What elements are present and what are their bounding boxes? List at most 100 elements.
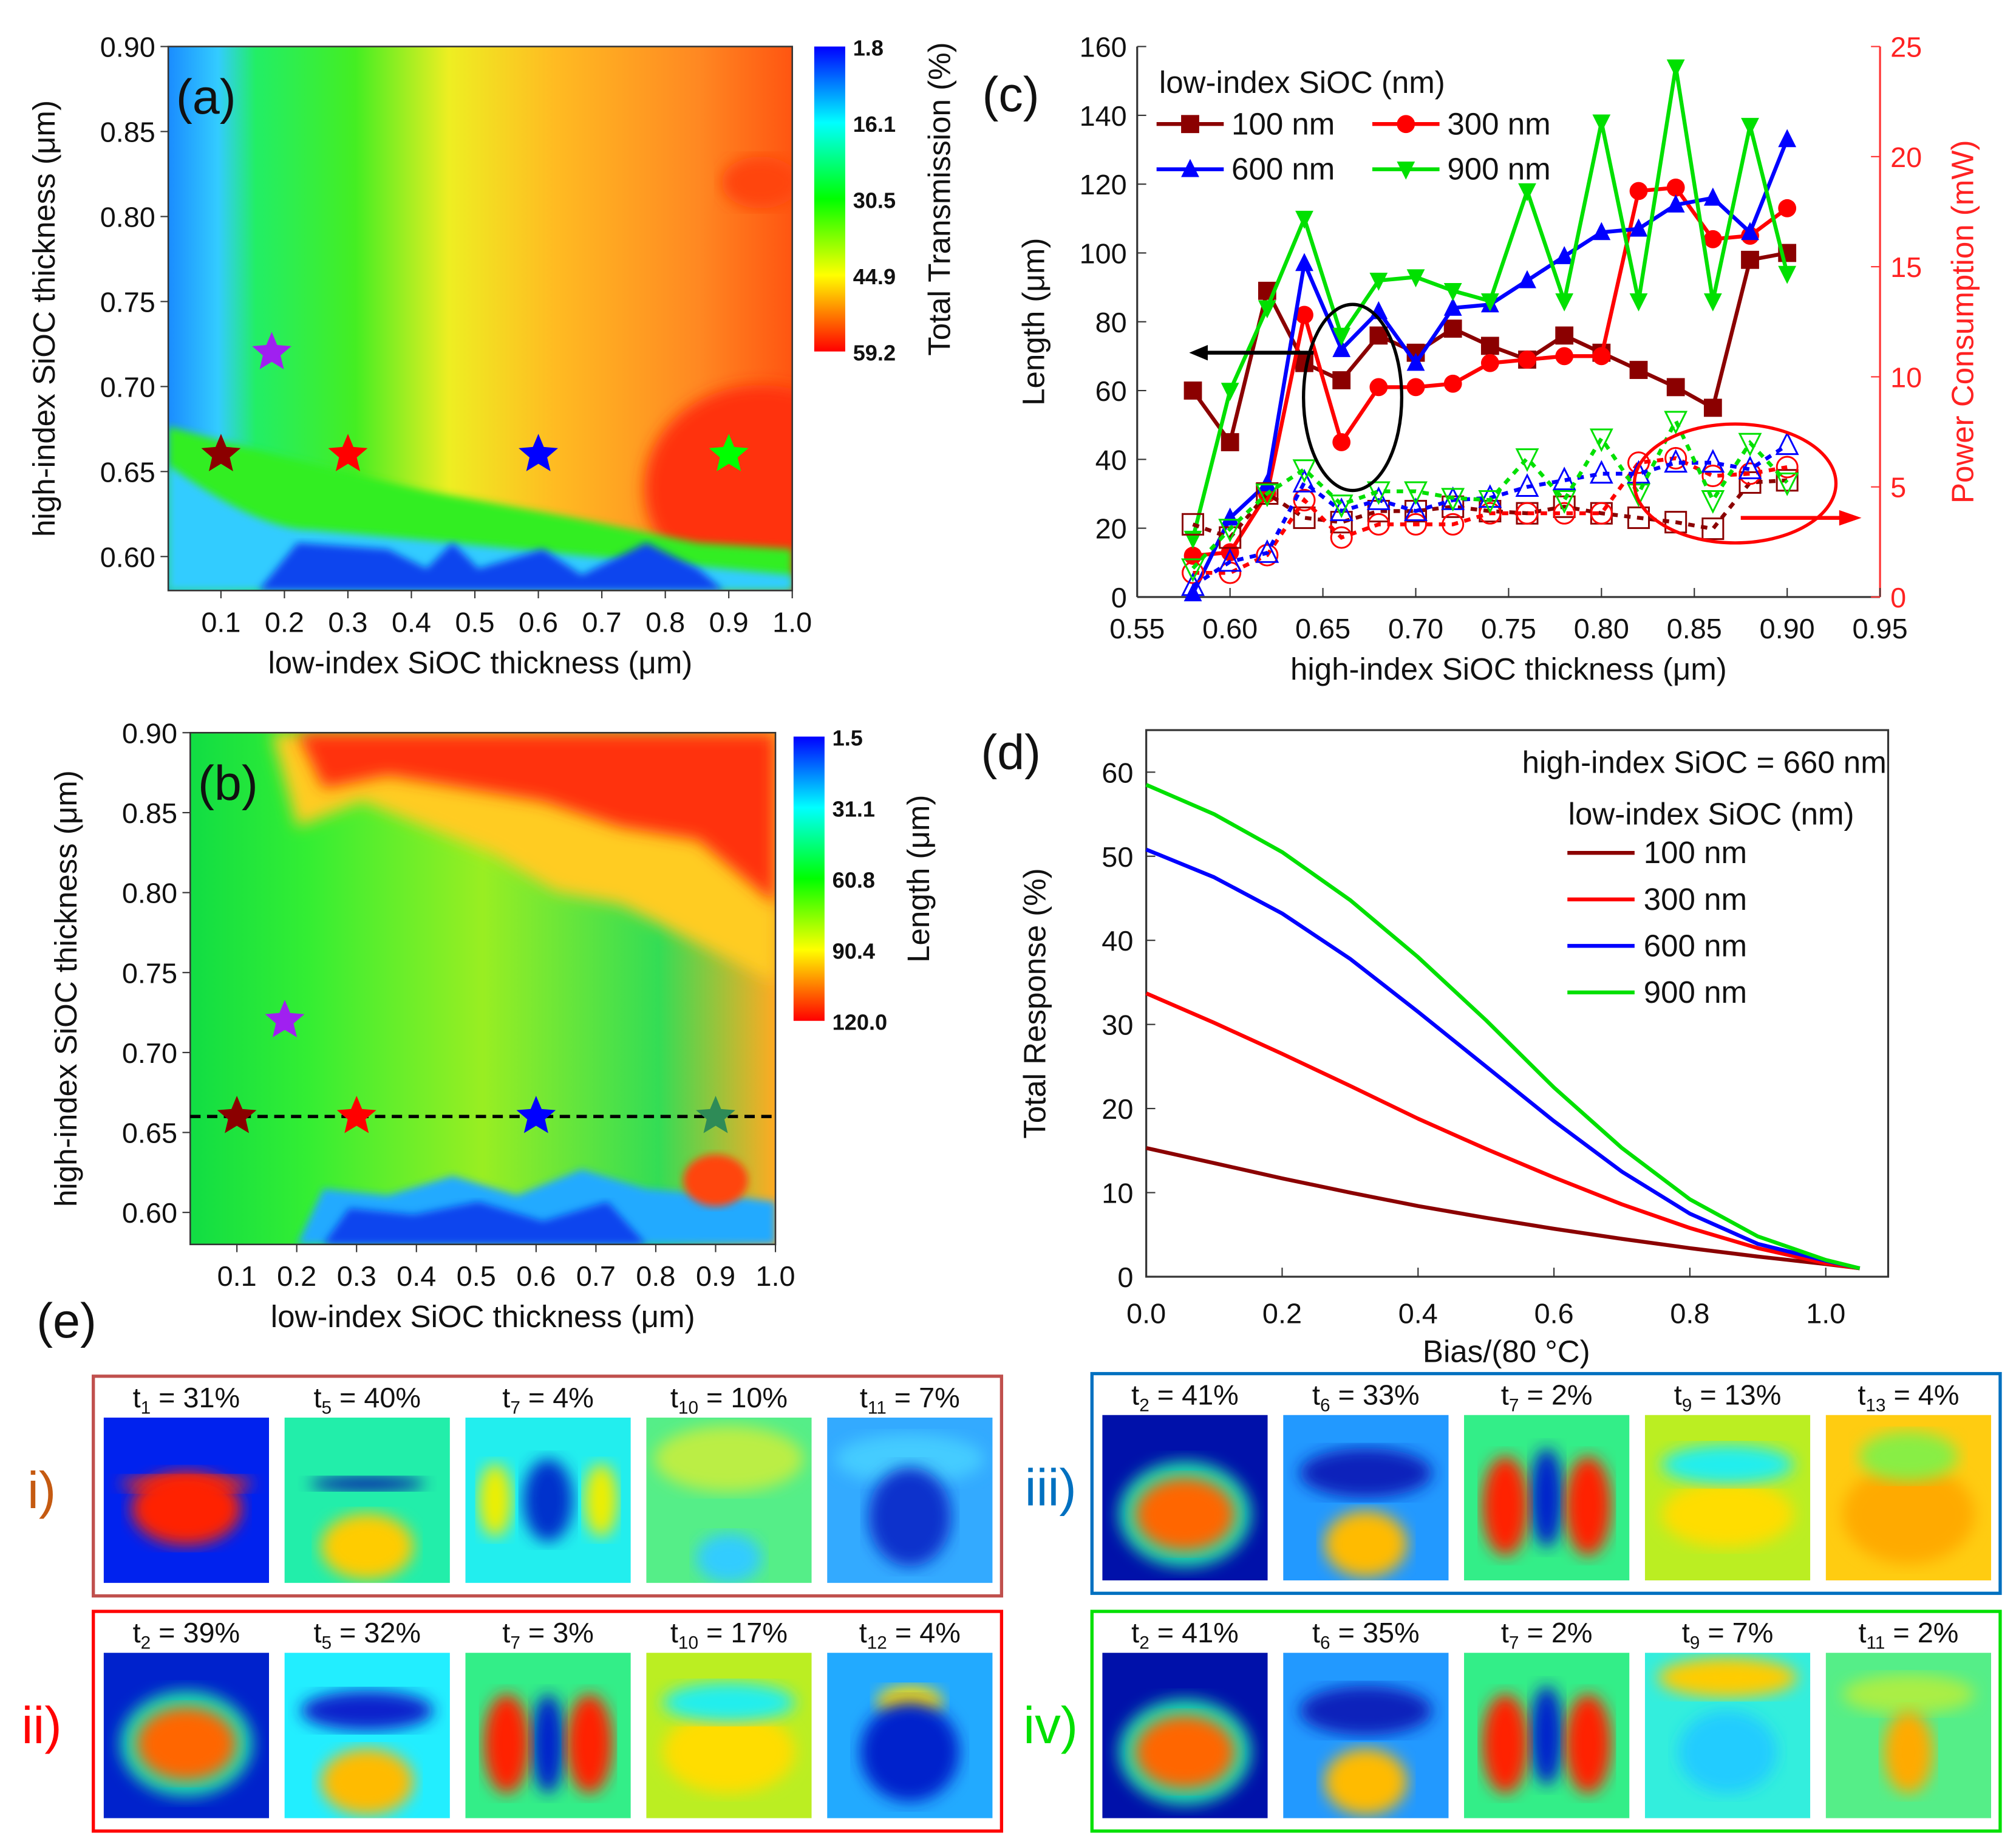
y-tick-label: 0 (1117, 1262, 1133, 1293)
field-lobe (1530, 1685, 1564, 1785)
field-lobe (132, 1472, 241, 1545)
colorbar-title: Length (μm) (901, 795, 936, 963)
panel-label: (a) (176, 70, 236, 125)
triangle-down-marker (1369, 273, 1388, 291)
field-lobe (1530, 1448, 1564, 1548)
mode-transmission: 13% (1725, 1379, 1782, 1411)
circle-marker (1664, 447, 1687, 470)
star-marker (709, 434, 749, 471)
triangle-up-marker (1518, 270, 1536, 289)
mode-index: 7 (1509, 1395, 1519, 1415)
mode-transmission: 17% (730, 1617, 788, 1648)
y-tick-label: 120 (1080, 169, 1127, 200)
circle-marker (1701, 465, 1725, 488)
mode-transmission: 2% (1918, 1617, 1959, 1648)
x-tick-label: 0.4 (1398, 1298, 1438, 1330)
colorbar-tick-label: 1.8 (853, 35, 884, 60)
y-tick-label: 0.60 (100, 541, 155, 573)
circle-marker (1293, 488, 1316, 511)
triangle-up-marker (1589, 460, 1613, 484)
x-tick-label: 0.80 (1574, 613, 1629, 644)
y-tick-label: 10 (1102, 1178, 1133, 1209)
panel-label: (c) (982, 67, 1039, 122)
series-line-300-nm (1145, 991, 1861, 1271)
star-marker (252, 332, 291, 370)
series-900-nm (1183, 59, 1797, 549)
mode-prefix: t (1858, 1379, 1865, 1411)
mode-field-image (1464, 1415, 1630, 1580)
mode-index: 6 (1320, 1633, 1330, 1653)
mode-group-4: iv)t2 = 41% t6 = 35% t7 = 2% t9 = 7% t11 = 2… (1023, 1610, 2002, 1833)
colorbar-tick-label: 30.5 (853, 188, 896, 213)
line-chart-panel-d: 0.0 0.2 0.4 0.6 0.8 1.0 0 10 20 30 40 50 60 Bias/(80 … (981, 725, 1890, 1368)
triangle-down-marker (1480, 293, 1499, 312)
mode-label: t2 = 41% (1131, 1617, 1239, 1653)
circle-marker (1479, 502, 1502, 525)
legend: low-index SiOC (nm) 100 nm 300 nm 600 nm 900… (1156, 65, 1551, 186)
mode-field-image (284, 1653, 450, 1818)
y-tick-label: 30 (1102, 1009, 1133, 1041)
x-tick-label: 0.3 (328, 606, 367, 638)
mode-index: 7 (510, 1398, 520, 1418)
mode-group-3: iii)t2 = 41% t6 = 33% t7 = 2% t9 = 13% t13 =… (1025, 1371, 2002, 1595)
mode-index: 5 (321, 1633, 332, 1653)
circle-marker (1183, 547, 1202, 565)
x-tick-label: 0.95 (1853, 613, 1908, 644)
mode-spacer: = (332, 1617, 364, 1648)
mode-label: t7 = 2% (1501, 1379, 1593, 1416)
square-marker (1293, 506, 1316, 529)
triangle-up-marker (1183, 583, 1202, 602)
x-tick-label: 0.2 (265, 606, 304, 638)
mode-spacer: = (151, 1382, 183, 1413)
highlight-ellipse-red (1632, 422, 1838, 545)
x-tick-label: 0.1 (217, 1260, 257, 1292)
mode-transmission: 33% (1363, 1379, 1420, 1411)
mode-spacer: = (1149, 1617, 1182, 1648)
triangle-up-marker (1255, 539, 1279, 563)
heatmap-region (644, 385, 792, 591)
square-marker (1741, 250, 1759, 269)
triangle-down-marker (1443, 283, 1462, 301)
x-tick-label: 0.60 (1202, 613, 1258, 644)
triangle-up-marker (1703, 187, 1722, 206)
y2-tick-label: 15 (1890, 251, 1922, 283)
y-axis-label: high-index SiOC thickness (μm) (49, 770, 83, 1207)
triangle-up-marker (1181, 159, 1199, 177)
field-lobe (1324, 1511, 1408, 1577)
y2-tick-label: 25 (1890, 32, 1922, 63)
circle-marker (1369, 378, 1388, 397)
mode-transmission: 10% (730, 1382, 788, 1413)
circle-marker (1330, 526, 1353, 549)
circle-marker (1629, 182, 1648, 200)
group-label: iii) (1025, 1460, 1077, 1517)
field-lobe (137, 1707, 236, 1780)
triangle-down-marker (1478, 490, 1502, 514)
colorbar (793, 736, 825, 1021)
mode-index: 5 (321, 1398, 332, 1418)
x-tick-label: 1.0 (1806, 1298, 1845, 1330)
y-tick-label: 0.65 (100, 456, 155, 488)
triangle-up-marker (1478, 484, 1502, 508)
square-marker (1443, 319, 1462, 338)
triangle-down-marker (1406, 269, 1425, 288)
triangle-up-marker (1738, 456, 1762, 480)
annotation-text: high-index SiOC = 660 nm (1522, 745, 1887, 779)
circle-marker (1516, 502, 1539, 525)
y2-tick-label: 0 (1890, 582, 1906, 613)
y-tick-label: 40 (1095, 444, 1127, 476)
mode-transmission: 7% (919, 1382, 960, 1413)
circle-marker (1555, 347, 1574, 366)
x-tick-label: 0.5 (457, 1260, 496, 1292)
mode-prefix: t (670, 1617, 678, 1648)
mode-label: t2 = 39% (133, 1617, 240, 1653)
series-line-600-nm (1145, 847, 1861, 1271)
highlight-ellipse (1302, 302, 1404, 493)
colorbar-tick-label: 44.9 (853, 264, 896, 289)
triangle-up-marker (1515, 473, 1539, 497)
square-marker (1181, 115, 1199, 134)
mode-label: t1 = 31% (133, 1382, 240, 1418)
square-marker (1738, 471, 1762, 494)
legend-label: 600 nm (1644, 928, 1747, 963)
mode-field-image (646, 1653, 812, 1818)
triangle-up-marker (1592, 222, 1611, 241)
